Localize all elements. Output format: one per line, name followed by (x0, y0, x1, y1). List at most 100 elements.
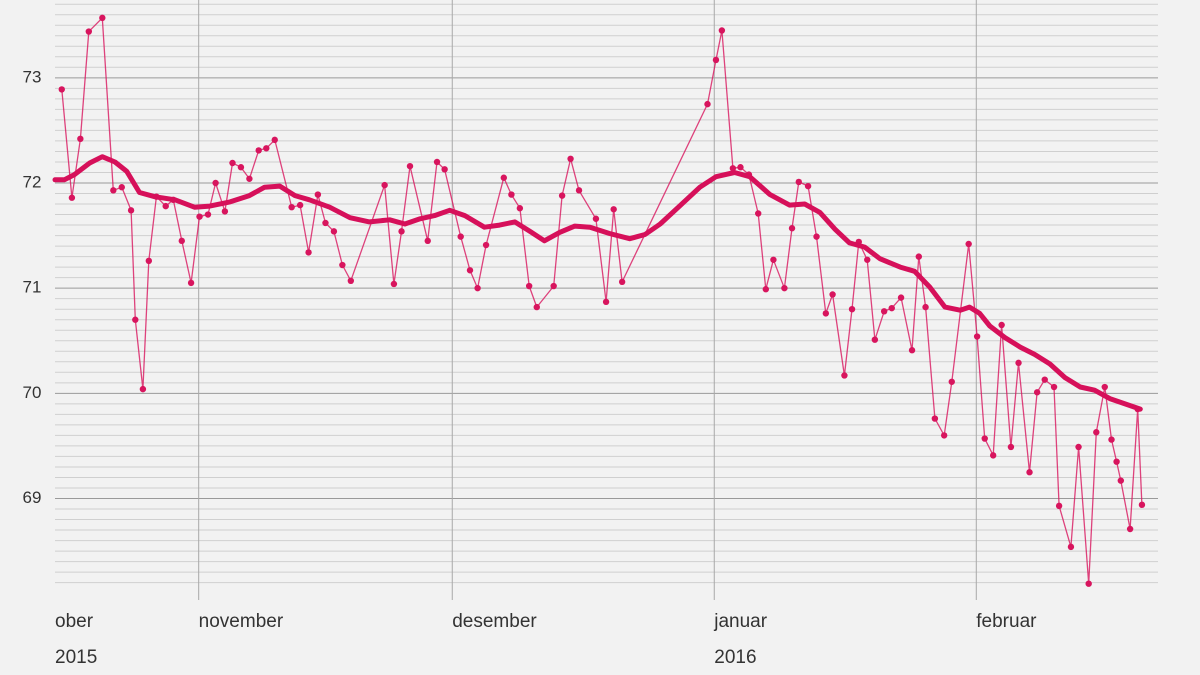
data-point (77, 135, 84, 143)
data-point (212, 179, 219, 187)
x-tick-label: desember (452, 611, 537, 632)
data-point (118, 184, 125, 191)
data-point (145, 257, 153, 265)
data-point (263, 145, 270, 152)
data-point (1113, 458, 1120, 465)
data-point (1067, 543, 1075, 551)
data-point (1075, 443, 1082, 451)
data-point (1117, 477, 1125, 484)
data-point (271, 136, 278, 144)
data-point (1041, 376, 1048, 383)
data-point (229, 159, 236, 167)
data-point (99, 14, 106, 22)
data-point (221, 208, 229, 215)
data-point (339, 261, 346, 269)
data-point (829, 291, 836, 298)
data-point (989, 452, 997, 459)
data-point (466, 267, 474, 274)
data-point (770, 256, 777, 263)
data-point (330, 228, 338, 235)
data-point (1015, 359, 1022, 367)
year-label: 2015 (55, 647, 97, 668)
data-point (610, 206, 617, 213)
data-point (795, 178, 802, 186)
data-point (424, 237, 431, 245)
x-tick-label: november (199, 611, 284, 632)
y-tick-label: 73 (23, 67, 42, 86)
data-point (712, 56, 720, 64)
data-point (729, 165, 737, 172)
data-point (897, 294, 905, 301)
y-tick-label: 70 (23, 383, 42, 402)
data-point (127, 207, 135, 214)
data-point (1055, 502, 1063, 510)
data-point (187, 279, 195, 287)
y-tick-label: 72 (23, 172, 42, 191)
data-point (398, 228, 405, 235)
data-point (406, 162, 414, 170)
data-point (1007, 443, 1015, 451)
data-point (347, 277, 355, 285)
data-point (864, 256, 871, 263)
data-point (508, 191, 515, 198)
data-point (948, 378, 955, 385)
data-point (718, 27, 726, 34)
data-point (922, 303, 929, 311)
data-point (1050, 383, 1058, 391)
data-point (822, 310, 830, 317)
data-point (132, 316, 139, 323)
data-point (704, 100, 711, 108)
data-point (781, 284, 788, 292)
data-point (68, 194, 76, 201)
data-point (516, 205, 524, 212)
y-tick-label: 71 (23, 278, 42, 297)
data-point (755, 210, 762, 217)
data-point (178, 237, 185, 245)
data-point (457, 233, 464, 240)
data-point (162, 202, 169, 210)
data-point (965, 240, 972, 248)
data-point (85, 28, 93, 35)
data-point (558, 192, 566, 199)
x-tick-label: januar (713, 611, 767, 632)
data-point (575, 187, 583, 194)
data-point (204, 211, 212, 218)
data-point (381, 181, 388, 189)
data-point (288, 203, 295, 211)
data-point (246, 175, 253, 182)
data-point (533, 303, 540, 311)
data-point (58, 86, 65, 93)
data-point (737, 164, 744, 171)
data-point (804, 182, 812, 190)
data-point (296, 201, 304, 209)
data-point (908, 347, 916, 354)
data-point (931, 415, 939, 422)
y-tick-label: 69 (23, 488, 42, 507)
data-point (314, 191, 322, 198)
data-point (592, 215, 600, 222)
data-point (1101, 383, 1108, 391)
data-point (940, 432, 948, 439)
x-tick-label: februar (976, 611, 1037, 632)
data-point (550, 282, 557, 290)
data-point (525, 282, 533, 290)
data-point (305, 249, 312, 256)
data-point (618, 278, 626, 286)
data-point (110, 187, 117, 194)
data-point (482, 241, 490, 249)
data-point (1033, 389, 1041, 396)
data-point (602, 298, 610, 306)
data-point (915, 253, 923, 260)
data-point (848, 305, 856, 313)
trend-line (52, 154, 1143, 412)
data-point (441, 166, 448, 173)
data-point (139, 385, 147, 393)
data-point (788, 225, 796, 232)
data-point (981, 435, 988, 442)
data-point (322, 219, 329, 227)
data-point (433, 158, 441, 166)
data-point (390, 280, 398, 288)
data-point (813, 233, 820, 240)
